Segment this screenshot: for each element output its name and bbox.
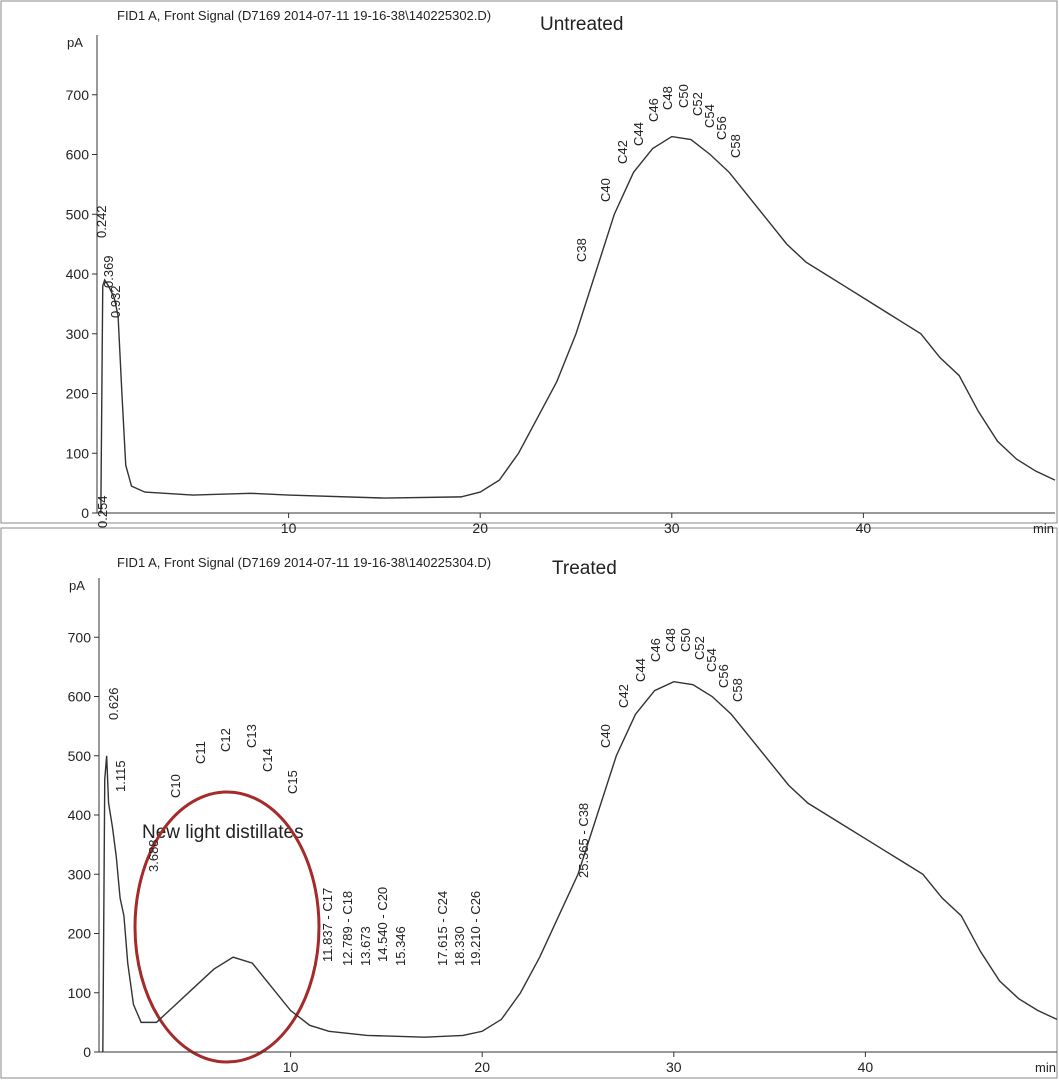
x-tick-label: 10 <box>281 520 297 536</box>
y-tick-label: 500 <box>68 748 92 764</box>
peak-label: C10 <box>168 774 183 798</box>
y-tick-label: 500 <box>66 206 90 222</box>
panel-title: FID1 A, Front Signal (D7169 2014-07-11 1… <box>117 8 491 23</box>
signal-line <box>100 135 1056 514</box>
peak-label: C42 <box>616 684 631 708</box>
peak-label: C44 <box>631 122 646 146</box>
peak-label: C48 <box>663 628 678 652</box>
annotation: New light distillates <box>142 822 304 843</box>
peak-label: 13.673 <box>358 926 373 966</box>
peak-label: C50 <box>678 628 693 652</box>
y-tick-label: 600 <box>66 147 90 163</box>
y-tick-label: 400 <box>66 266 90 282</box>
y-tick-label: 0 <box>83 1044 91 1060</box>
peak-label: C46 <box>646 98 661 122</box>
peak-label: C46 <box>648 638 663 662</box>
highlight-circle <box>133 790 321 1064</box>
annotation: Treated <box>552 558 617 579</box>
y-tick-label: 400 <box>68 807 92 823</box>
x-axis-label: min <box>1033 521 1054 536</box>
peak-label: C44 <box>633 658 648 682</box>
peak-label: 12.789 - C18 <box>340 891 355 966</box>
peak-label: 19.210 - C26 <box>468 891 483 966</box>
peak-label: C42 <box>615 140 630 164</box>
panel-frame <box>0 527 1058 1079</box>
peak-label: 0.932 <box>108 285 123 318</box>
x-tick-label: 40 <box>858 1059 874 1075</box>
peak-label: 1.115 <box>113 760 128 792</box>
peak-label: C56 <box>716 664 731 688</box>
signal-line <box>102 680 1058 1053</box>
peak-label: 0.242 <box>94 205 109 238</box>
y-axis-label: pA <box>69 578 85 593</box>
y-tick-label: 300 <box>66 326 90 342</box>
peak-label: C54 <box>704 648 719 672</box>
y-tick-label: 100 <box>66 445 90 461</box>
y-tick-label: 600 <box>68 689 92 705</box>
peak-label: C52 <box>692 636 707 660</box>
peak-label: C13 <box>244 724 259 748</box>
peak-label: C56 <box>714 116 729 140</box>
x-tick-label: 10 <box>283 1059 299 1075</box>
x-tick-label: 30 <box>664 520 680 536</box>
y-tick-label: 300 <box>68 866 92 882</box>
peak-label: 0.254 <box>95 495 110 528</box>
peak-label: C58 <box>728 134 743 158</box>
peak-label: C12 <box>218 728 233 752</box>
peak-label: C11 <box>193 741 208 764</box>
peak-label: C15 <box>285 770 300 794</box>
peak-label: 14.540 - C20 <box>375 887 390 962</box>
y-tick-label: 200 <box>68 926 92 942</box>
y-tick-label: 700 <box>66 87 90 103</box>
y-tick-label: 100 <box>68 985 92 1001</box>
peak-label: C50 <box>676 84 691 108</box>
peak-label: 0.626 <box>106 687 121 720</box>
panel-frame <box>0 0 1058 524</box>
y-tick-label: 200 <box>66 386 90 402</box>
x-tick-label: 30 <box>666 1059 682 1075</box>
peak-label: 18.330 <box>452 926 467 966</box>
peak-label: C40 <box>598 178 613 202</box>
peak-label: 0.369 <box>101 255 116 288</box>
peak-label: 25.365 - C38 <box>576 803 591 878</box>
peak-label: C38 <box>574 238 589 262</box>
peak-label: 15.346 <box>393 926 408 966</box>
panel-title: FID1 A, Front Signal (D7169 2014-07-11 1… <box>117 555 491 570</box>
y-tick-label: 0 <box>81 505 89 521</box>
peak-label: 3.688 <box>146 839 161 872</box>
peak-label: C52 <box>690 92 705 116</box>
peak-label: 11.837 - C17 <box>320 888 335 962</box>
peak-label: C54 <box>702 104 717 128</box>
x-tick-label: 20 <box>474 1059 490 1075</box>
peak-label: C48 <box>660 86 675 110</box>
peak-label: 17.615 - C24 <box>435 891 450 966</box>
peak-label: C58 <box>730 678 745 702</box>
x-tick-label: 40 <box>856 520 872 536</box>
y-tick-label: 700 <box>68 629 92 645</box>
peak-label: C14 <box>260 748 275 772</box>
annotation: Untreated <box>540 14 623 35</box>
peak-label: C40 <box>598 724 613 748</box>
x-axis-label: min <box>1035 1060 1056 1075</box>
x-tick-label: 20 <box>472 520 488 536</box>
y-axis-label: pA <box>67 35 83 50</box>
